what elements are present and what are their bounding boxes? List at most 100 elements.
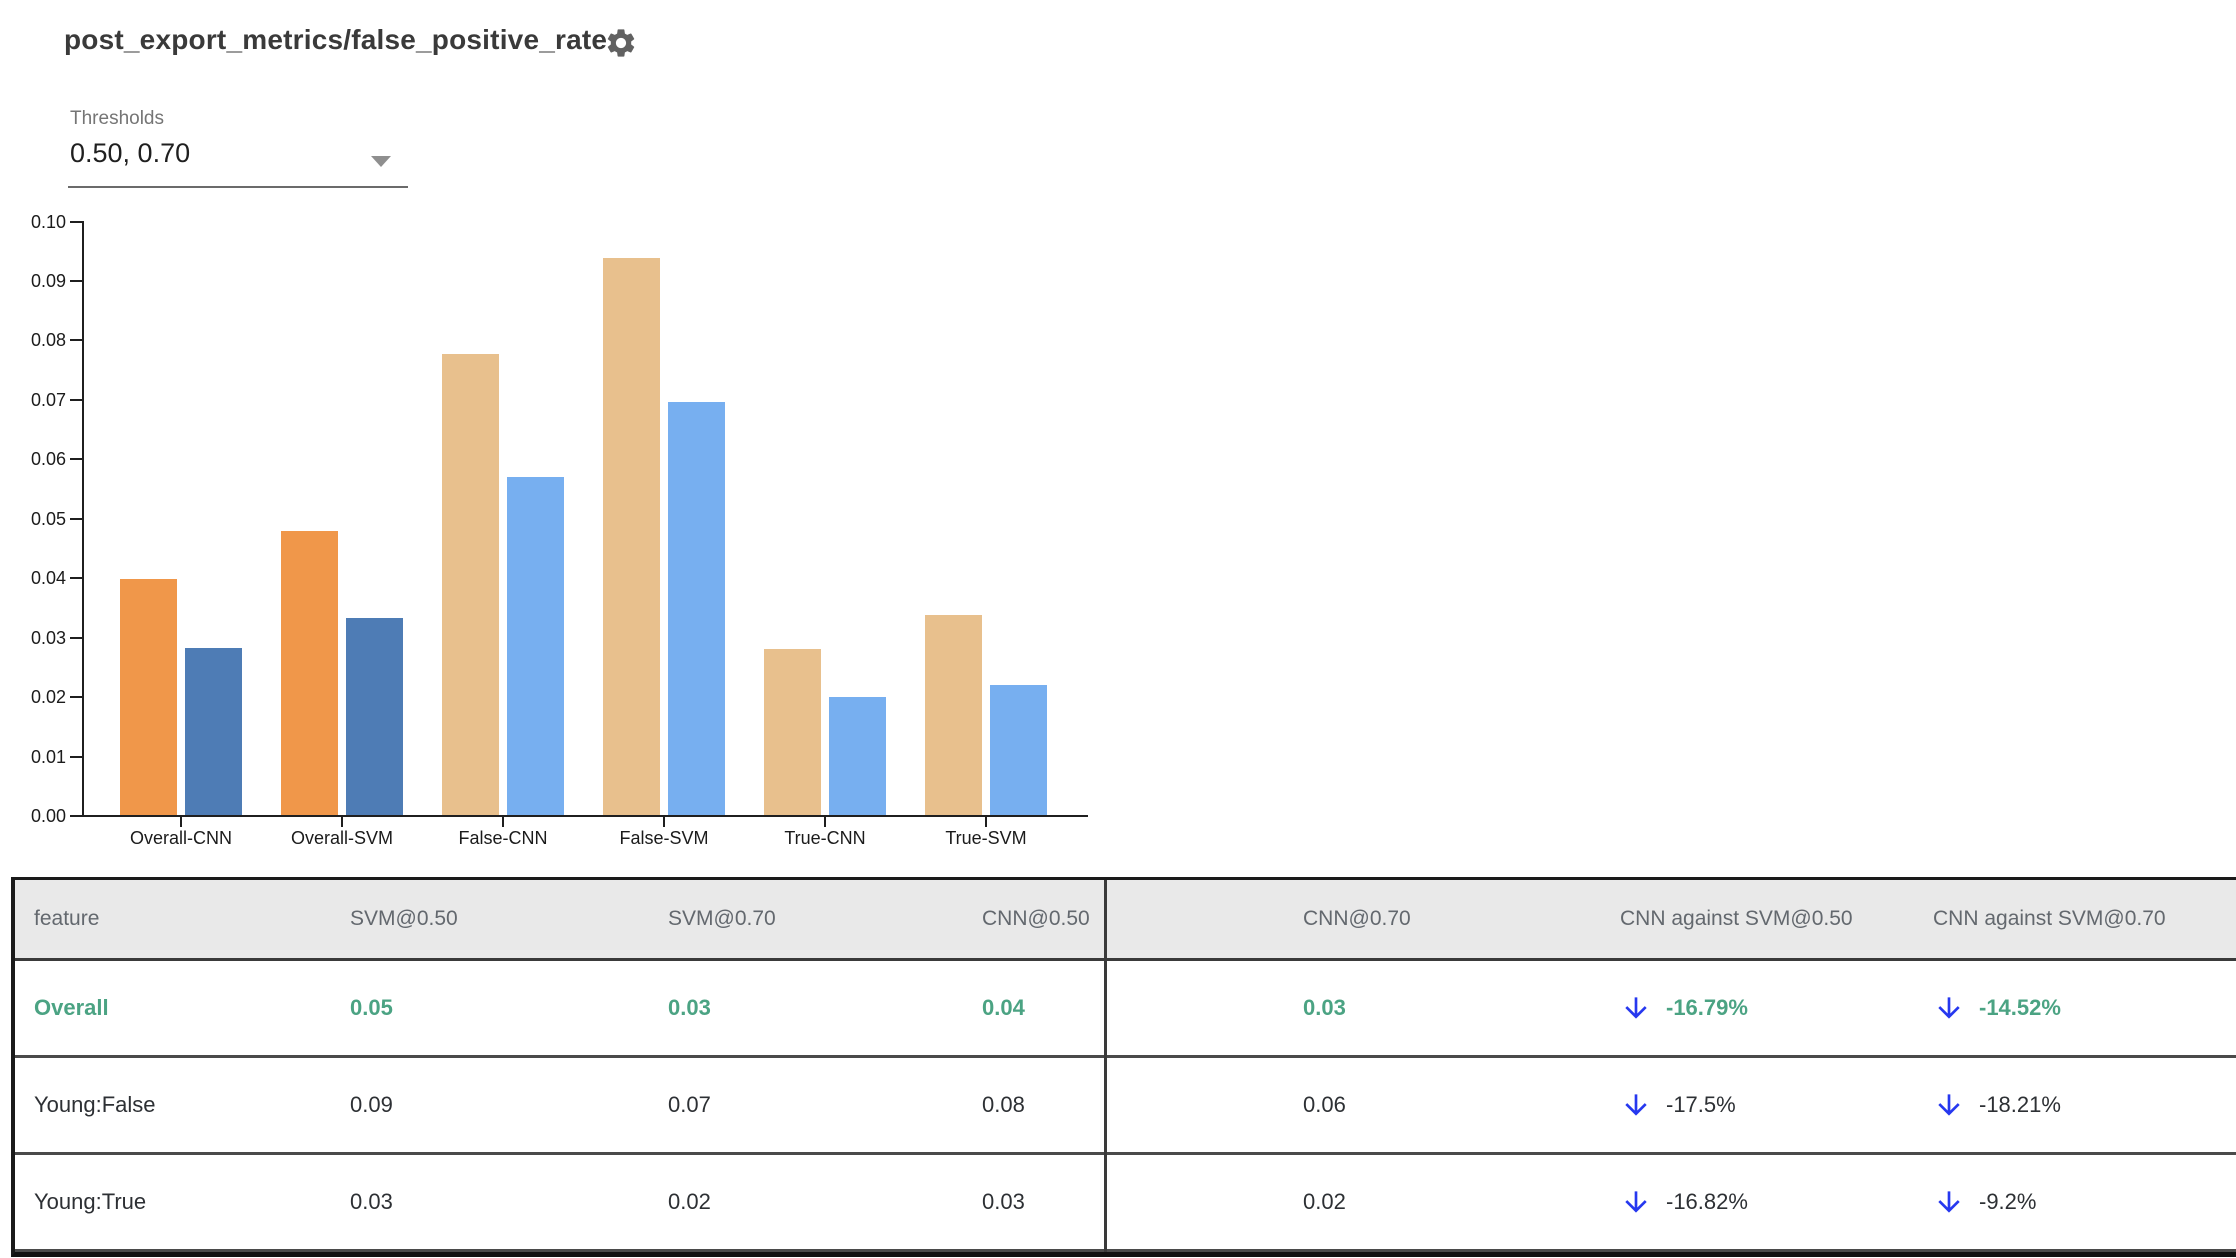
- y-tick-label: 0.09: [30, 270, 66, 291]
- metric-value-cell: 0.03: [350, 1189, 393, 1214]
- y-tick-label: 0.07: [30, 389, 66, 410]
- metric-value-cell: 0.09: [350, 1092, 393, 1117]
- comparison-cell: -18.21%: [1933, 1058, 2061, 1152]
- y-tick: [70, 398, 82, 401]
- table-row-young-true[interactable]: Young:True 0.03 0.02 0.03 0.02 -16.82% -9.2%: [15, 1155, 2236, 1252]
- table-header-row: feature SVM@0.50 SVM@0.70 CNN@0.50 CNN@0.70 C…: [15, 880, 2236, 961]
- metric-value-cell: 0.05: [350, 995, 393, 1020]
- bar-overall-svm-0-70: [346, 618, 403, 815]
- down-arrow-icon: [1625, 997, 1647, 1019]
- col-header-cnn-0-70: CNN@0.70: [1303, 907, 1411, 930]
- metric-value-cell: 0.08: [982, 1092, 1025, 1117]
- y-tick: [70, 755, 82, 758]
- dropdown-underline: [68, 186, 408, 188]
- y-tick-label: 0.01: [30, 746, 66, 767]
- metric-value-cell: 0.03: [982, 1189, 1025, 1214]
- y-tick: [70, 279, 82, 282]
- y-tick-label: 0.10: [30, 211, 66, 232]
- bar-false-svm-0-50: [603, 258, 660, 815]
- metric-value-cell: 0.06: [1303, 1092, 1346, 1117]
- comparison-cell: -16.82%: [1620, 1155, 1748, 1249]
- y-tick: [70, 458, 82, 461]
- x-axis-label: True-CNN: [784, 828, 866, 848]
- x-axis-label: Overall-SVM: [290, 828, 393, 848]
- y-tick: [70, 636, 82, 639]
- table-row-young-false[interactable]: Young:False 0.09 0.07 0.08 0.06 -17.5% -18.21%: [15, 1058, 2236, 1155]
- comparison-value: -16.82%: [1666, 1189, 1748, 1214]
- down-arrow-icon: [1625, 1094, 1647, 1116]
- y-tick: [70, 339, 82, 342]
- down-arrow-icon: [1938, 1094, 1960, 1116]
- feature-cell: Overall: [34, 995, 109, 1020]
- thresholds-dropdown[interactable]: Thresholds 0.50, 0.70: [64, 100, 410, 194]
- false-positive-rate-bar-chart: 0.00 0.01 0.02 0.03 0.04 0.05 0.06 0.07 0.08 0.09…: [0, 0, 1110, 870]
- feature-cell: Young:True: [34, 1189, 147, 1214]
- bar-false-svm-0-70: [668, 402, 725, 815]
- y-tick: [70, 577, 82, 580]
- settings-gear-icon[interactable]: [604, 26, 638, 60]
- metric-value-cell: 0.03: [1303, 995, 1346, 1020]
- bar-false-cnn-0-50: [442, 354, 499, 815]
- thresholds-label: Thresholds: [70, 108, 164, 129]
- comparison-cell: -16.79%: [1620, 961, 1748, 1055]
- bar-true-cnn-0-70: [829, 697, 886, 815]
- metric-value-cell: 0.07: [668, 1092, 711, 1117]
- y-tick-label: 0.06: [30, 449, 66, 470]
- comparison-value: -17.5%: [1666, 1092, 1736, 1117]
- table-section-divider: [1104, 880, 1107, 1252]
- bar-false-cnn-0-70: [507, 477, 564, 815]
- y-tick: [70, 696, 82, 699]
- x-axis-label: False-SVM: [619, 828, 709, 848]
- bar-overall-cnn-0-70: [185, 648, 242, 815]
- table-row-overall[interactable]: Overall 0.05 0.03 0.04 0.03 -16.79% -14.52%: [15, 961, 2236, 1058]
- bar-overall-svm-0-50: [281, 531, 338, 815]
- y-tick: [70, 815, 82, 817]
- col-header-svm-0-50: SVM@0.50: [350, 907, 458, 930]
- thresholds-value: 0.50, 0.70: [70, 138, 191, 168]
- x-tick: [502, 817, 504, 827]
- metrics-table: feature SVM@0.50 SVM@0.70 CNN@0.50 CNN@0.70 C…: [11, 877, 2236, 1257]
- y-tick-label: 0.05: [30, 508, 66, 529]
- y-tick-label: 0.02: [30, 687, 66, 708]
- bar-true-svm-0-50: [925, 615, 982, 815]
- comparison-cell: -17.5%: [1620, 1058, 1736, 1152]
- x-tick: [663, 817, 665, 827]
- bar-true-cnn-0-50: [764, 649, 821, 815]
- col-header-svm-0-70: SVM@0.70: [668, 907, 776, 930]
- y-tick-label: 0.03: [30, 627, 66, 648]
- bar-true-svm-0-70: [990, 685, 1047, 815]
- col-header-cnn-0-50: CNN@0.50: [982, 907, 1090, 930]
- comparison-value: -18.21%: [1979, 1092, 2061, 1117]
- metric-value-cell: 0.04: [982, 995, 1025, 1020]
- y-tick-label: 0.08: [30, 330, 66, 351]
- metric-value-cell: 0.02: [1303, 1189, 1346, 1214]
- comparison-value: -14.52%: [1979, 995, 2061, 1020]
- y-tick-label: 0.00: [30, 806, 66, 826]
- x-tick: [180, 817, 182, 827]
- y-axis-line: [82, 221, 84, 817]
- comparison-value: -16.79%: [1666, 995, 1748, 1020]
- x-axis-line: [82, 815, 1088, 817]
- col-header-cnn-against-svm-0-50: CNN against SVM@0.50: [1620, 907, 1853, 930]
- comparison-cell: -9.2%: [1933, 1155, 2036, 1249]
- col-header-feature: feature: [34, 907, 100, 930]
- down-arrow-icon: [1625, 1191, 1647, 1213]
- metric-title: post_export_metrics/false_positive_rate: [64, 24, 608, 55]
- feature-cell: Young:False: [34, 1092, 156, 1117]
- chevron-down-icon: [371, 156, 391, 167]
- x-tick: [341, 817, 343, 827]
- comparison-value: -9.2%: [1979, 1189, 2037, 1214]
- comparison-cell: -14.52%: [1933, 961, 2061, 1055]
- x-tick: [985, 817, 987, 827]
- x-axis-label: True-SVM: [945, 828, 1027, 848]
- y-tick-label: 0.04: [30, 568, 66, 589]
- down-arrow-icon: [1938, 1191, 1960, 1213]
- y-tick: [70, 517, 82, 520]
- y-tick: [70, 220, 82, 223]
- metric-value-cell: 0.03: [668, 995, 711, 1020]
- metric-value-cell: 0.02: [668, 1189, 711, 1214]
- bar-overall-cnn-0-50: [120, 579, 177, 815]
- x-axis-label: False-CNN: [458, 828, 548, 848]
- x-tick: [824, 817, 826, 827]
